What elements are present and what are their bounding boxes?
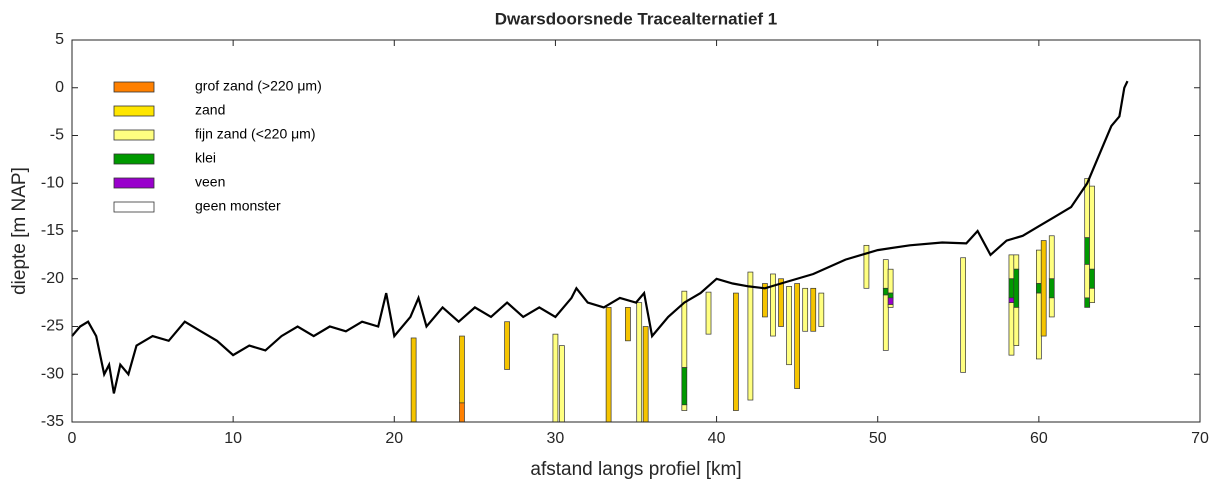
borehole-layer [794,283,800,389]
borehole-layer [559,345,565,423]
borehole-layer [747,271,754,401]
x-tick-label: 0 [68,430,77,447]
legend-label: zand [195,102,225,118]
y-axis-label: diepte [m NAP] [9,167,30,295]
borehole-layer [459,335,465,404]
borehole-layer [1036,292,1042,360]
borehole-layer [552,333,559,423]
borehole-layer [810,287,817,332]
borehole-layer [636,302,643,423]
axes-frame [71,39,1201,423]
borehole-layer [1048,235,1055,280]
borehole-layer [1084,264,1091,299]
borehole-layer [1013,307,1020,346]
x-tick-label: 30 [547,430,565,447]
borehole-layer [642,326,649,423]
borehole-layer [1008,302,1015,356]
borehole-layer [802,287,809,332]
legend-label: geen monster [195,198,281,214]
borehole-layer [882,294,889,351]
borehole-layer [705,291,712,335]
x-axis-label: afstand langs profiel [km] [530,459,741,480]
y-tick-label: 0 [55,79,64,96]
x-tick-label: 10 [224,430,242,447]
y-tick-label: -35 [41,413,64,430]
borehole-layer [887,268,894,294]
x-tick-label: 60 [1030,430,1048,447]
borehole-layer [1040,240,1047,337]
borehole-layer [818,292,825,327]
legend-label: veen [195,174,225,190]
legend-swatch [113,105,155,117]
legend-swatch [113,153,155,165]
x-tick-label: 40 [708,430,726,447]
borehole-layer [605,307,612,423]
legend-swatch [113,201,155,213]
borehole-layer [1036,249,1042,284]
legend-label: grof zand (>220 μm) [195,78,322,94]
borehole-layer [1008,278,1015,299]
legend-swatch [113,129,155,141]
borehole-layer [681,404,688,411]
borehole-layer [1008,254,1015,280]
borehole-layer [960,257,966,373]
plot-area [72,40,1200,422]
borehole-layer [786,286,792,366]
borehole-layer [1089,287,1095,303]
borehole-layer [733,292,739,411]
borehole-layer [625,307,631,342]
legend-label: fijn zand (<220 μm) [195,126,316,142]
y-tick-label: 5 [55,31,64,48]
profile-line [71,80,1129,394]
y-tick-label: -20 [41,270,64,287]
y-tick-label: -5 [50,127,64,144]
borehole-layer [762,283,768,318]
borehole-layer [887,292,894,299]
y-tick-label: -30 [41,365,64,382]
legend-label: klei [195,150,216,166]
y-tick-label: -10 [41,174,64,191]
borehole-layer [1089,185,1095,270]
borehole-layer [1048,278,1055,299]
y-tick-label: -15 [41,222,64,239]
x-tick-label: 50 [869,430,887,447]
borehole-layer [887,304,894,308]
borehole-layer [887,297,894,305]
borehole-layer [882,287,889,296]
borehole-layer [863,244,870,289]
borehole-layer [459,402,465,423]
borehole-layer [882,259,889,289]
borehole-layer [778,278,784,327]
x-tick-label: 70 [1191,430,1209,447]
borehole-layer [770,273,776,337]
borehole-layer [1008,297,1015,303]
legend-swatch [113,177,155,189]
y-tick-label: -25 [41,318,64,335]
borehole-layer [1013,268,1020,308]
borehole-layer [1089,268,1095,289]
x-tick-label: 20 [385,430,403,447]
borehole-layer [504,321,510,370]
borehole-layer [1084,297,1091,308]
borehole-layer [681,367,688,406]
borehole-layer [410,337,417,423]
borehole-layer [1048,297,1055,318]
chart-title: Dwarsdoorsnede Tracealternatief 1 [495,9,778,28]
borehole-layer [1036,283,1042,294]
legend-swatch [113,81,155,93]
borehole-layer [1013,254,1020,270]
borehole-layer [1084,237,1091,265]
